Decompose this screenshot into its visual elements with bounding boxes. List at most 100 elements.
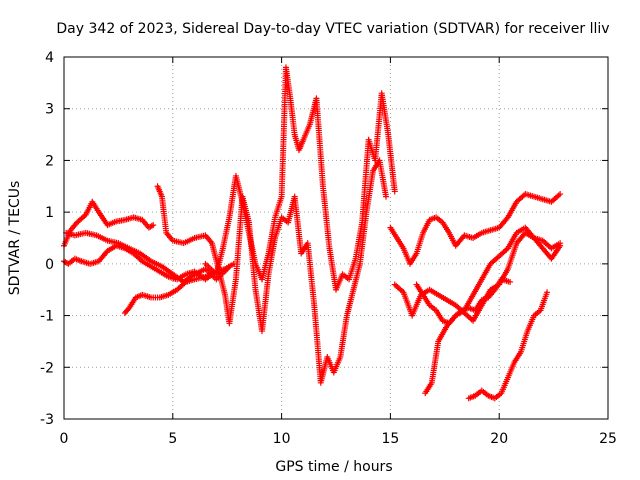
interpolated-points <box>117 241 131 251</box>
interpolated-points <box>233 174 245 203</box>
data-point <box>383 193 390 200</box>
x-axis-label: GPS time / hours <box>275 459 392 475</box>
data-point <box>150 222 157 229</box>
interpolated-points <box>409 293 424 317</box>
interpolated-points <box>193 266 207 277</box>
y-tick-label: -1 <box>40 309 54 325</box>
series-track-j <box>413 276 514 327</box>
interpolated-points <box>550 241 562 251</box>
interpolated-points <box>488 254 501 266</box>
data-point <box>507 278 514 285</box>
interpolated-points <box>182 235 196 246</box>
interpolated-points <box>259 273 272 332</box>
interpolated-points <box>337 314 350 358</box>
interpolated-points <box>505 200 519 219</box>
interpolated-points <box>128 246 142 256</box>
interpolated-points <box>209 242 221 271</box>
interpolated-points <box>359 138 372 224</box>
interpolated-points <box>301 123 313 141</box>
interpolated-points <box>149 264 162 274</box>
interpolated-points <box>523 226 536 240</box>
series-track-c <box>63 229 231 285</box>
x-tick-label: 15 <box>381 431 399 447</box>
series-track-g <box>387 191 564 267</box>
interpolated-points <box>331 355 343 374</box>
x-tick-label: 10 <box>273 431 291 447</box>
interpolated-points <box>150 294 161 301</box>
data-point <box>557 240 564 247</box>
interpolated-points <box>259 252 272 281</box>
interpolated-points <box>341 272 351 282</box>
interpolated-points <box>147 222 155 230</box>
interpolated-points <box>73 230 87 238</box>
interpolated-points <box>363 169 376 214</box>
interpolated-points <box>493 391 503 401</box>
series-track-b <box>61 242 237 283</box>
interpolated-points <box>401 291 415 317</box>
interpolated-points <box>287 97 298 136</box>
data-point <box>391 188 398 195</box>
interpolated-points <box>541 238 553 251</box>
interpolated-points <box>429 340 441 384</box>
interpolated-points <box>497 246 510 258</box>
data-point <box>557 191 564 198</box>
interpolated-points <box>291 195 304 255</box>
interpolated-points <box>445 298 457 308</box>
series-track-k <box>465 289 551 402</box>
y-tick-label: 3 <box>45 102 54 118</box>
x-tick-label: 5 <box>168 431 177 447</box>
interpolated-points <box>220 216 232 250</box>
interpolated-points <box>326 247 339 291</box>
interpolated-points <box>138 251 153 264</box>
interpolated-points <box>440 221 452 235</box>
interpolated-points <box>90 200 101 214</box>
interpolated-points <box>437 292 449 303</box>
interpolated-points <box>408 252 419 266</box>
interpolated-points <box>68 221 79 232</box>
data-point <box>544 289 551 296</box>
interpolated-points <box>158 269 170 279</box>
interpolated-points <box>428 287 440 297</box>
interpolated-points <box>505 242 519 271</box>
interpolated-points <box>97 249 110 263</box>
interpolated-points <box>272 216 284 239</box>
interpolated-points <box>280 215 290 225</box>
interpolated-points <box>518 330 530 353</box>
interpolated-points <box>149 259 164 269</box>
y-axis-label: SDTVAR / TECUs <box>7 181 23 296</box>
interpolated-points <box>265 216 278 255</box>
interpolated-points <box>96 210 110 227</box>
interpolated-points <box>505 231 519 250</box>
interpolated-points <box>140 218 151 230</box>
interpolated-points <box>127 296 138 310</box>
interpolated-points <box>283 66 294 100</box>
interpolated-points <box>239 200 252 234</box>
interpolated-points <box>454 308 464 318</box>
interpolated-points <box>512 350 523 364</box>
interpolated-points <box>379 92 391 136</box>
interpolated-points <box>123 306 132 315</box>
interpolated-points <box>473 298 484 312</box>
interpolated-points <box>95 233 109 243</box>
interpolated-points <box>480 295 490 303</box>
interpolated-points <box>414 231 426 255</box>
interpolated-points <box>471 303 484 323</box>
interpolated-points <box>278 66 289 198</box>
interpolated-points <box>160 264 175 277</box>
interpolated-points <box>421 293 432 307</box>
interpolated-points <box>215 268 228 296</box>
interpolated-points <box>538 291 550 312</box>
tick-labels: 0 5 10 15 20 25 -3 -2 -1 0 1 2 3 4 <box>40 50 617 447</box>
series-track-f <box>202 64 398 293</box>
interpolated-points <box>226 278 239 325</box>
interpolated-points <box>467 393 477 401</box>
interpolated-points <box>73 256 83 264</box>
series-track-a <box>61 198 157 249</box>
interpolated-points <box>313 97 326 188</box>
interpolated-points <box>346 257 358 281</box>
interpolated-points <box>213 247 226 276</box>
interpolated-points <box>265 237 278 276</box>
series-track-d <box>121 268 220 316</box>
interpolated-points <box>434 309 445 323</box>
interpolated-points <box>106 219 118 228</box>
